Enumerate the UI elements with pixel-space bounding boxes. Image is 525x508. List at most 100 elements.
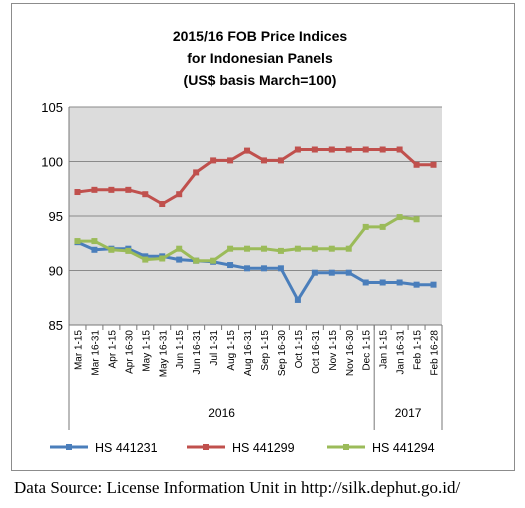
data-source-note: Data Source: License Information Unit in… xyxy=(14,478,461,497)
data-point xyxy=(345,245,352,252)
legend: HS 441231 HS 441299 HS 441294 xyxy=(50,441,435,455)
data-point xyxy=(294,146,301,153)
plot-area xyxy=(69,106,442,325)
data-point xyxy=(159,255,166,262)
x-tick-label: Apr 1-15 xyxy=(107,330,118,369)
x-tick-label: Aug 16-31 xyxy=(243,330,254,377)
data-point xyxy=(210,257,217,264)
data-point xyxy=(396,146,403,153)
data-point xyxy=(244,147,251,154)
series-hs-441294 xyxy=(74,214,420,264)
data-point xyxy=(125,186,132,193)
legend-item: HS 441231 xyxy=(50,441,158,455)
data-point xyxy=(142,253,149,260)
series-hs-441299 xyxy=(74,146,437,208)
series-line xyxy=(77,148,434,206)
legend-label: HS 441231 xyxy=(95,441,158,455)
data-point xyxy=(210,157,217,164)
series-line xyxy=(76,240,434,302)
chart-title-line: for Indonesian Panels xyxy=(187,50,333,66)
data-point xyxy=(244,265,251,272)
x-tick-label: Oct 1-15 xyxy=(294,330,305,369)
legend-label: HS 441294 xyxy=(372,441,435,455)
data-point xyxy=(74,238,81,245)
x-tick-label: Sep 16-30 xyxy=(277,330,288,377)
y-tick-label: 100 xyxy=(41,155,63,170)
x-tick-label: Dec 1-15 xyxy=(362,330,373,371)
x-tick-label: Aug 1-15 xyxy=(226,330,237,371)
series-lines xyxy=(74,146,437,303)
legend-marker xyxy=(343,444,349,450)
data-point xyxy=(193,257,200,264)
legend-item: HS 441299 xyxy=(187,441,295,455)
data-point xyxy=(176,256,183,263)
data-point xyxy=(91,186,98,193)
y-tick-label: 105 xyxy=(41,100,63,115)
data-point xyxy=(328,245,335,252)
x-tick-label: Mar 16-31 xyxy=(90,330,101,376)
data-point xyxy=(294,296,301,303)
x-tick-label: Feb 1-15 xyxy=(413,330,424,370)
data-point xyxy=(108,246,115,253)
y-tick-label: 95 xyxy=(49,209,63,224)
data-point xyxy=(345,146,352,153)
x-group-label: 2017 xyxy=(395,406,422,420)
x-tick-label: Feb 16-28 xyxy=(430,330,441,376)
data-point xyxy=(430,281,437,288)
data-point xyxy=(413,161,420,168)
data-point xyxy=(294,245,301,252)
data-point xyxy=(379,146,386,153)
y-tick-label: 85 xyxy=(49,318,63,333)
data-point xyxy=(277,157,284,164)
y-tick-label: 90 xyxy=(49,264,63,279)
legend-marker xyxy=(66,444,72,450)
data-point xyxy=(193,169,200,176)
data-point xyxy=(277,265,284,272)
data-point xyxy=(142,191,149,198)
data-point xyxy=(413,216,420,223)
x-tick-label: Jan 16-31 xyxy=(396,330,407,375)
data-point xyxy=(362,146,369,153)
data-point xyxy=(328,146,335,153)
data-point xyxy=(244,245,251,252)
data-point xyxy=(176,245,183,252)
chart-canvas: 2015/16 FOB Price Indices for Indonesian … xyxy=(41,28,443,455)
x-tick-label: Jul 1-31 xyxy=(209,330,220,366)
legend-item: HS 441294 xyxy=(327,441,435,455)
data-point xyxy=(396,279,403,286)
data-point xyxy=(328,269,335,276)
data-point xyxy=(311,245,318,252)
data-point xyxy=(91,238,98,245)
data-point xyxy=(379,223,386,230)
data-point xyxy=(311,146,318,153)
x-tick-label: Jun 1-15 xyxy=(175,330,186,369)
data-point xyxy=(345,269,352,276)
x-tick-label: Sep 1-15 xyxy=(260,330,271,371)
data-point xyxy=(277,247,284,254)
data-point xyxy=(227,245,234,252)
x-group-label: 2016 xyxy=(208,406,235,420)
y-axis: 85 90 95 100 105 xyxy=(41,100,70,333)
x-tick-label: Nov 16-30 xyxy=(345,330,356,377)
legend-marker xyxy=(203,444,209,450)
x-tick-label: May 16-31 xyxy=(158,330,169,378)
data-point xyxy=(396,214,403,221)
x-axis: Mar 1-15 Mar 16-31 Apr 1-15 Apr 16-30 May 1-… xyxy=(68,324,443,430)
x-tick-label: Apr 16-30 xyxy=(124,330,135,374)
data-point xyxy=(260,245,267,252)
data-point xyxy=(311,269,318,276)
chart-title: 2015/16 FOB Price Indices for Indonesian … xyxy=(173,28,348,88)
chart-title-line: (US$ basis March=100) xyxy=(184,72,337,88)
data-point xyxy=(176,191,183,198)
x-tick-label: Jan 1-15 xyxy=(379,330,390,369)
data-point xyxy=(260,265,267,272)
x-tick-label: Mar 1-15 xyxy=(73,330,84,370)
data-point xyxy=(108,186,115,193)
data-point xyxy=(260,157,267,164)
chart-frame: 2015/16 FOB Price Indices for Indonesian … xyxy=(11,3,515,471)
data-point xyxy=(159,201,166,208)
data-point xyxy=(227,157,234,164)
data-point xyxy=(74,189,81,196)
data-point xyxy=(362,279,369,286)
chart-title-line: 2015/16 FOB Price Indices xyxy=(173,28,348,44)
